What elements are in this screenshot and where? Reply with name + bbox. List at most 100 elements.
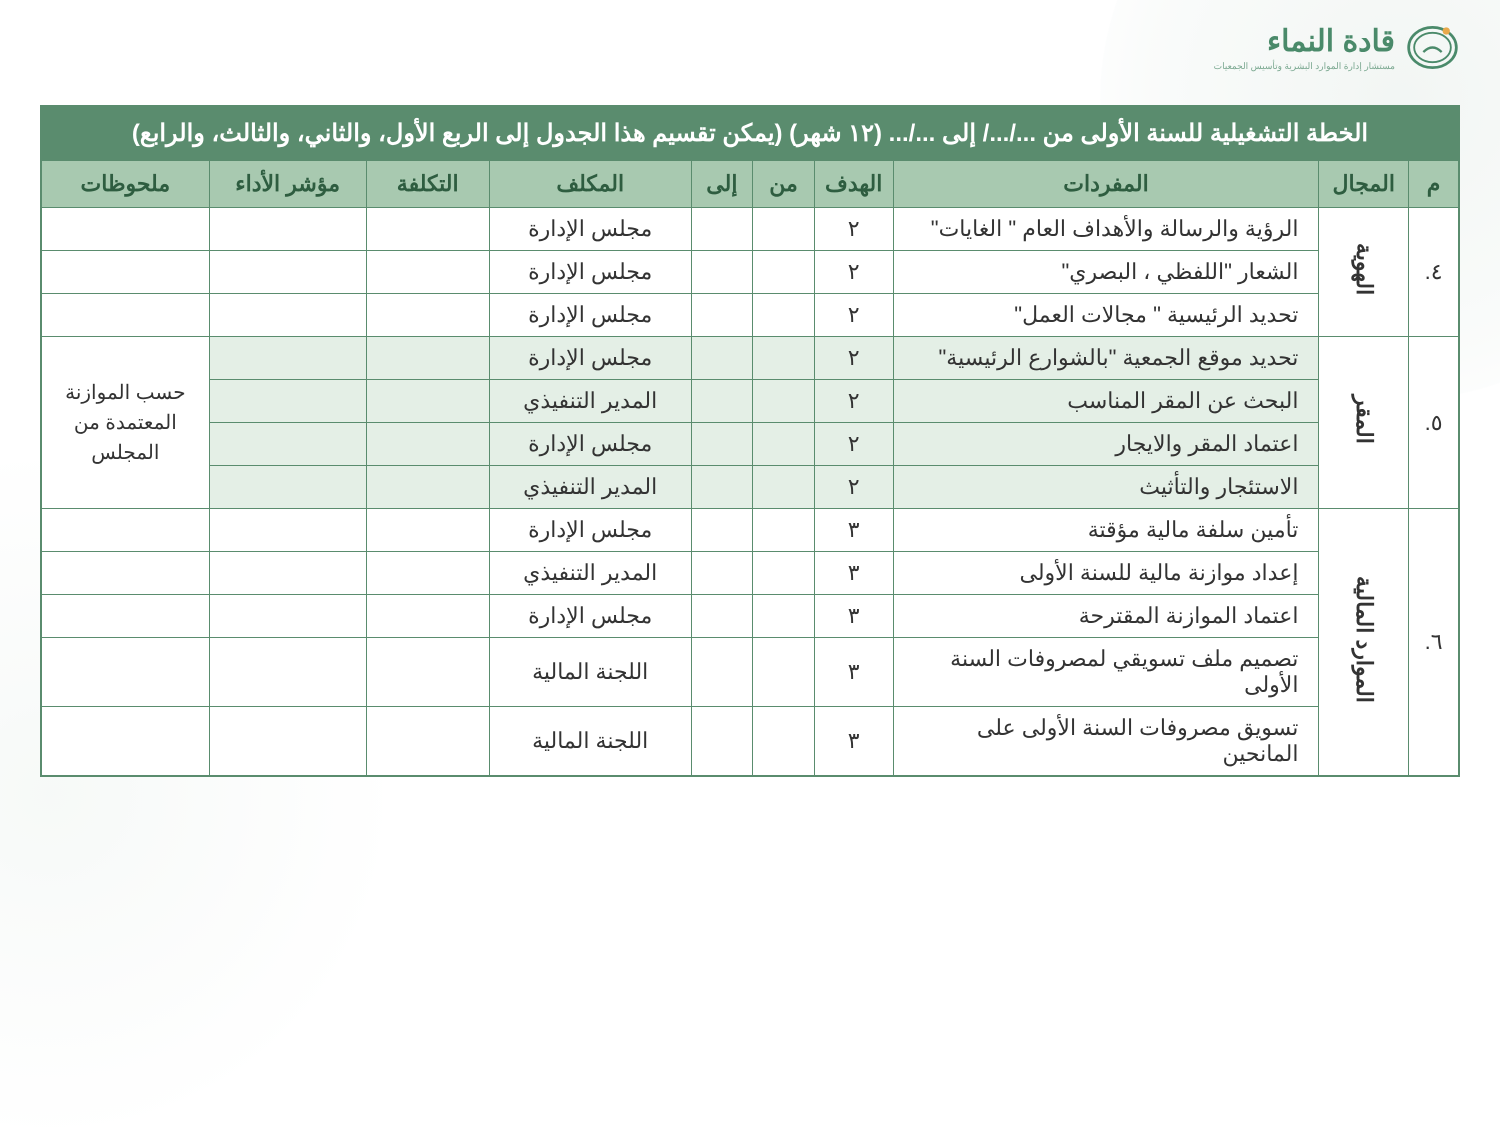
table-row: تحديد الرئيسية " مجالات العمل" ٢ مجلس ال… <box>41 294 1459 337</box>
to-cell <box>691 423 753 466</box>
notes-cell <box>41 251 209 294</box>
section-num: ٦. <box>1409 509 1459 777</box>
assignee-cell: المدير التنفيذي <box>489 380 691 423</box>
to-cell <box>691 380 753 423</box>
cost-cell <box>366 595 489 638</box>
table-title: الخطة التشغيلية للسنة الأولى من .../.../… <box>41 106 1459 161</box>
item-cell: اعتماد الموازنة المقترحة <box>893 595 1319 638</box>
logo-tagline: مستشار إدارة الموارد البشرية وتأسيس الجم… <box>1214 61 1395 72</box>
notes-cell <box>41 294 209 337</box>
cost-cell <box>366 552 489 595</box>
table-row: اعتماد المقر والايجار ٢ مجلس الإدارة <box>41 423 1459 466</box>
kpi-cell <box>209 638 366 707</box>
goal-cell: ٢ <box>814 208 893 251</box>
from-cell <box>753 208 815 251</box>
goal-cell: ٢ <box>814 466 893 509</box>
item-cell: تسويق مصروفات السنة الأولى على المانحين <box>893 707 1319 777</box>
to-cell <box>691 208 753 251</box>
table-row: البحث عن المقر المناسب ٢ المدير التنفيذي <box>41 380 1459 423</box>
header-kpi: مؤشر الأداء <box>209 161 366 208</box>
kpi-cell <box>209 251 366 294</box>
header-domain: المجال <box>1319 161 1409 208</box>
assignee-cell: مجلس الإدارة <box>489 337 691 380</box>
goal-cell: ٢ <box>814 251 893 294</box>
kpi-cell <box>209 707 366 777</box>
operational-plan-table-wrapper: الخطة التشغيلية للسنة الأولى من .../.../… <box>40 105 1460 777</box>
table-title-row: الخطة التشغيلية للسنة الأولى من .../.../… <box>41 106 1459 161</box>
cost-cell <box>366 466 489 509</box>
goal-cell: ٣ <box>814 707 893 777</box>
goal-cell: ٢ <box>814 337 893 380</box>
to-cell <box>691 294 753 337</box>
cost-cell <box>366 509 489 552</box>
from-cell <box>753 251 815 294</box>
kpi-cell <box>209 552 366 595</box>
cost-cell <box>366 707 489 777</box>
kpi-cell <box>209 509 366 552</box>
kpi-cell <box>209 337 366 380</box>
to-cell <box>691 638 753 707</box>
table-row: الشعار "اللفظي ، البصري" ٢ مجلس الإدارة <box>41 251 1459 294</box>
kpi-cell <box>209 466 366 509</box>
header-goal: الهدف <box>814 161 893 208</box>
from-cell <box>753 509 815 552</box>
notes-cell <box>41 208 209 251</box>
notes-cell <box>41 509 209 552</box>
kpi-cell <box>209 294 366 337</box>
from-cell <box>753 380 815 423</box>
cost-cell <box>366 423 489 466</box>
cost-cell <box>366 251 489 294</box>
to-cell <box>691 707 753 777</box>
cost-cell <box>366 380 489 423</box>
cost-cell <box>366 337 489 380</box>
logo-block: قادة النماء مستشار إدارة الموارد البشرية… <box>1214 20 1460 75</box>
logo-icon <box>1405 20 1460 75</box>
from-cell <box>753 595 815 638</box>
header-num: م <box>1409 161 1459 208</box>
section-domain: المقر <box>1319 337 1409 509</box>
from-cell <box>753 337 815 380</box>
from-cell <box>753 466 815 509</box>
assignee-cell: مجلس الإدارة <box>489 423 691 466</box>
table-row: إعداد موازنة مالية للسنة الأولى ٣ المدير… <box>41 552 1459 595</box>
item-cell: تحديد الرئيسية " مجالات العمل" <box>893 294 1319 337</box>
kpi-cell <box>209 380 366 423</box>
item-cell: الشعار "اللفظي ، البصري" <box>893 251 1319 294</box>
logo-brand-text: قادة النماء <box>1214 24 1395 59</box>
header-from: من <box>753 161 815 208</box>
assignee-cell: المدير التنفيذي <box>489 466 691 509</box>
goal-cell: ٣ <box>814 595 893 638</box>
kpi-cell <box>209 423 366 466</box>
assignee-cell: مجلس الإدارة <box>489 294 691 337</box>
item-cell: تأمين سلفة مالية مؤقتة <box>893 509 1319 552</box>
kpi-cell <box>209 208 366 251</box>
table-row: ٤. الهوية الرؤية والرسالة والأهداف العام… <box>41 208 1459 251</box>
goal-cell: ٣ <box>814 509 893 552</box>
cost-cell <box>366 294 489 337</box>
item-cell: الرؤية والرسالة والأهداف العام " الغايات… <box>893 208 1319 251</box>
table-row: تصميم ملف تسويقي لمصروفات السنة الأولى ٣… <box>41 638 1459 707</box>
to-cell <box>691 251 753 294</box>
table-header-row: م المجال المفردات الهدف من إلى المكلف ال… <box>41 161 1459 208</box>
goal-cell: ٢ <box>814 423 893 466</box>
goal-cell: ٢ <box>814 380 893 423</box>
header-to: إلى <box>691 161 753 208</box>
assignee-cell: مجلس الإدارة <box>489 208 691 251</box>
notes-cell: حسب الموازنة المعتمدة من المجلس <box>41 337 209 509</box>
from-cell <box>753 294 815 337</box>
goal-cell: ٣ <box>814 638 893 707</box>
to-cell <box>691 595 753 638</box>
assignee-cell: المدير التنفيذي <box>489 552 691 595</box>
notes-cell <box>41 595 209 638</box>
from-cell <box>753 423 815 466</box>
from-cell <box>753 707 815 777</box>
assignee-cell: مجلس الإدارة <box>489 595 691 638</box>
notes-cell <box>41 552 209 595</box>
assignee-cell: مجلس الإدارة <box>489 251 691 294</box>
cost-cell <box>366 208 489 251</box>
item-cell: الاستئجار والتأثيث <box>893 466 1319 509</box>
section-num: ٤. <box>1409 208 1459 337</box>
section-domain: الهوية <box>1319 208 1409 337</box>
item-cell: البحث عن المقر المناسب <box>893 380 1319 423</box>
item-cell: اعتماد المقر والايجار <box>893 423 1319 466</box>
